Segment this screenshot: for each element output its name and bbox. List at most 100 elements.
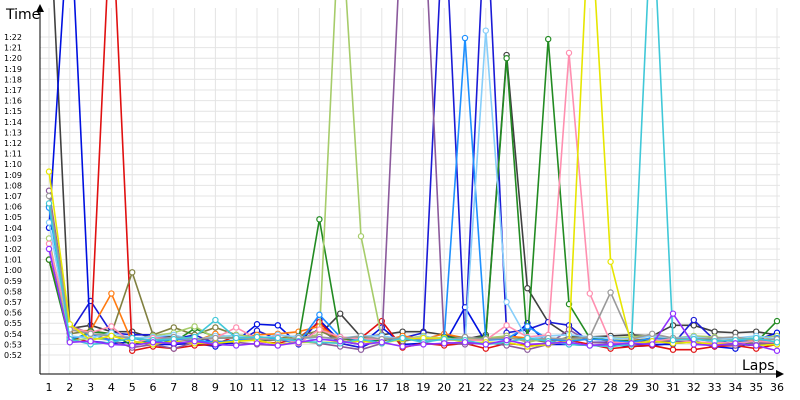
data-point — [565, 49, 573, 57]
data-point — [191, 338, 198, 345]
data-point — [503, 55, 510, 62]
data-point — [170, 324, 177, 331]
x-tick-label: 31 — [666, 381, 680, 394]
y-tick-label: 0:58 — [4, 287, 22, 296]
y-tick-label: 1:01 — [4, 256, 22, 265]
x-tick-label: 20 — [437, 381, 451, 394]
data-point — [274, 334, 281, 342]
data-point — [607, 258, 614, 265]
x-tick-labels: 1 2 3 4 5 6 7 8 9 10 11 12 13 14 15 16 17 18 19 20 21 22 23 24 2… — [46, 381, 785, 394]
data-point — [586, 342, 594, 349]
x-tick-label: 16 — [354, 381, 368, 394]
x-tick-label: 10 — [229, 381, 243, 394]
data-point — [649, 341, 656, 348]
x-tick-label: 13 — [292, 381, 306, 394]
data-point — [66, 339, 74, 346]
data-point — [316, 326, 323, 333]
data-point — [524, 341, 531, 348]
data-point — [753, 342, 760, 349]
data-point — [253, 340, 261, 347]
y-tick-label: 1:11 — [4, 150, 22, 159]
x-tick-label: 33 — [708, 381, 722, 394]
x-tick-label: 11 — [250, 381, 264, 394]
data-point — [586, 290, 594, 297]
data-point — [357, 335, 365, 343]
data-point — [316, 335, 323, 343]
data-point — [212, 334, 219, 342]
x-tick-label: 35 — [749, 381, 763, 394]
data-point — [128, 342, 136, 349]
x-tick-label: 19 — [416, 381, 430, 394]
x-tick-label: 8 — [191, 381, 198, 394]
series-line — [48, 0, 778, 349]
y-tick-label: 1:03 — [4, 234, 22, 243]
data-point — [399, 334, 406, 342]
data-point — [232, 334, 240, 342]
series-7 — [45, 35, 780, 349]
x-tick-label: 2 — [66, 381, 73, 394]
x-tick-label: 36 — [770, 381, 784, 394]
data-point — [690, 346, 698, 353]
series-line — [53, 0, 778, 341]
y-tick-label: 1:09 — [4, 171, 22, 180]
x-tick-label: 27 — [583, 381, 597, 394]
y-axis-arrow — [36, 4, 44, 12]
data-point — [45, 168, 53, 175]
data-point — [503, 322, 510, 329]
data-point — [87, 330, 94, 337]
series-line — [48, 37, 778, 345]
y-tick-label: 1:10 — [4, 160, 22, 169]
x-tick-label: 14 — [312, 381, 326, 394]
series-line — [48, 0, 778, 348]
data-point — [420, 341, 427, 348]
y-tick-label: 0:54 — [4, 330, 22, 339]
y-tick-label: 1:22 — [4, 33, 22, 42]
data-point — [669, 310, 677, 317]
data-point — [149, 339, 157, 346]
data-point — [191, 323, 198, 330]
y-tick-label: 1:17 — [4, 86, 22, 95]
data-point — [45, 245, 53, 253]
data-point — [753, 334, 760, 342]
data-point — [607, 341, 614, 348]
data-point — [524, 334, 531, 342]
x-tick-label: 28 — [604, 381, 618, 394]
x-tick-label: 25 — [541, 381, 555, 394]
data-point — [253, 321, 261, 328]
data-point — [232, 342, 240, 349]
x-tick-label: 5 — [129, 381, 136, 394]
axes — [36, 4, 784, 378]
y-tick-label: 1:04 — [4, 224, 22, 233]
data-point — [295, 339, 302, 346]
y-tick-label: 0:55 — [4, 319, 22, 328]
y-tick-label: 0:57 — [4, 298, 22, 307]
y-tick-label: 0:53 — [4, 340, 22, 349]
data-point — [482, 27, 489, 34]
data-point — [337, 310, 344, 317]
data-point — [545, 340, 552, 347]
data-point — [690, 341, 698, 348]
x-tick-label: 29 — [624, 381, 638, 394]
x-tick-label: 15 — [333, 381, 347, 394]
data-point — [669, 346, 677, 353]
x-tick-label: 3 — [87, 381, 94, 394]
series-line — [48, 248, 778, 352]
data-point — [649, 330, 656, 337]
data-point — [45, 219, 53, 226]
data-point — [316, 216, 323, 223]
x-tick-label: 34 — [728, 381, 742, 394]
series-8 — [45, 0, 780, 346]
y-tick-label: 1:08 — [4, 181, 22, 190]
data-point — [212, 324, 219, 331]
series-10 — [45, 34, 780, 347]
data-point — [503, 336, 510, 344]
y-tick-label: 1:00 — [4, 266, 22, 275]
x-tick-label: 24 — [520, 381, 534, 394]
series-16 — [45, 245, 780, 354]
data-point — [524, 285, 531, 292]
y-tick-label: 1:05 — [4, 213, 22, 222]
x-tick-label: 32 — [687, 381, 701, 394]
data-point — [545, 35, 552, 43]
x-tick-label: 30 — [645, 381, 659, 394]
